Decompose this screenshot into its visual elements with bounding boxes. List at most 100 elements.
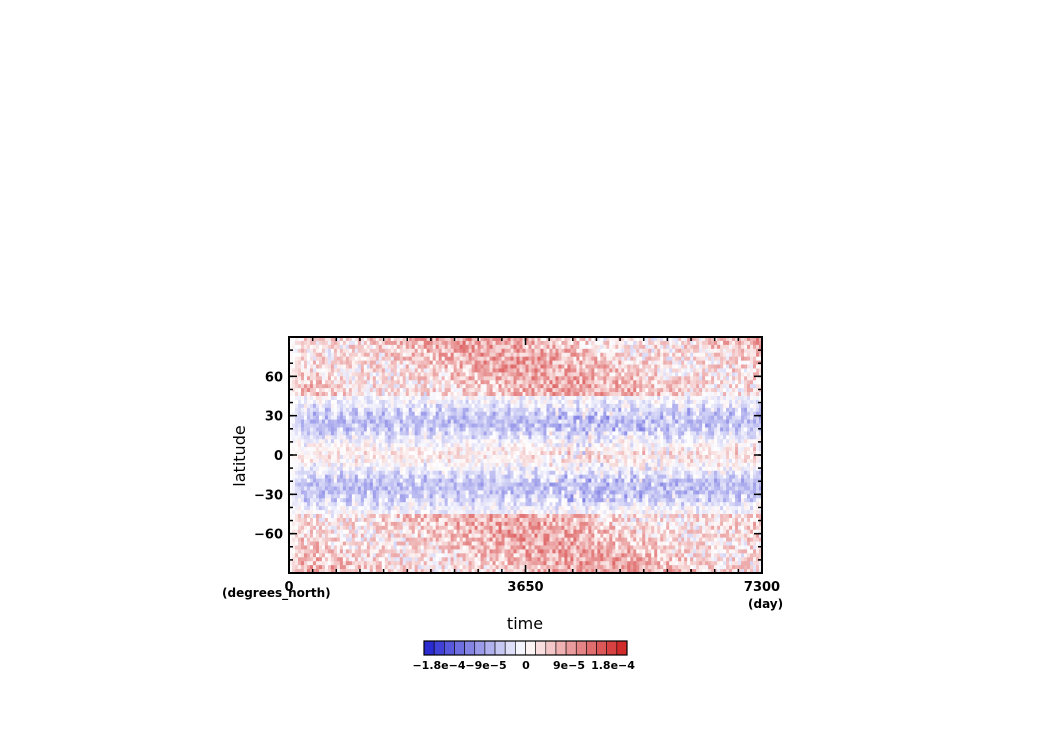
- heatmap-cell: [315, 462, 320, 468]
- heatmap-cell: [450, 514, 455, 519]
- heatmap-cell: [534, 455, 538, 460]
- heatmap-cell: [378, 482, 383, 487]
- heatmap-cell: [384, 502, 389, 507]
- heatmap-cell: [327, 486, 332, 491]
- heatmap-cell: [333, 372, 338, 377]
- heatmap-cell: [444, 368, 449, 373]
- heatmap-cell: [393, 494, 398, 499]
- heatmap-cell: [372, 537, 377, 542]
- heatmap-cell: [390, 337, 395, 342]
- heatmap-cell: [474, 478, 478, 483]
- heatmap-cell: [399, 474, 404, 479]
- heatmap-cell: [459, 356, 464, 361]
- heatmap-cell: [441, 529, 446, 535]
- heatmap-cell: [321, 525, 326, 531]
- heatmap-cell: [528, 337, 532, 342]
- heatmap-cell: [390, 396, 395, 401]
- heatmap-cell: [381, 498, 386, 503]
- heatmap-cell: [330, 407, 335, 413]
- heatmap-cell: [420, 553, 425, 558]
- heatmap-cell: [426, 537, 431, 542]
- heatmap-cell: [492, 514, 496, 519]
- heatmap-cell: [531, 466, 535, 472]
- heatmap-cell: [471, 466, 475, 472]
- heatmap-cell: [483, 478, 487, 483]
- heatmap-cell: [384, 541, 389, 546]
- heatmap-cell: [384, 407, 389, 413]
- heatmap-cell: [294, 529, 299, 535]
- heatmap-cell: [333, 435, 338, 440]
- heatmap-cell: [300, 431, 305, 436]
- heatmap-cell: [447, 521, 452, 527]
- heatmap-cell: [489, 466, 493, 472]
- heatmap-cell: [417, 510, 422, 515]
- heatmap-cell: [357, 399, 362, 405]
- heatmap-cell: [495, 447, 499, 452]
- heatmap-cell: [315, 478, 320, 483]
- heatmap-cell: [522, 498, 526, 503]
- heatmap-cell: [369, 443, 374, 448]
- heatmap-cell: [426, 525, 431, 531]
- heatmap-cell: [507, 435, 511, 440]
- heatmap-cell: [528, 541, 532, 546]
- heatmap-cell: [420, 498, 425, 503]
- heatmap-cell: [480, 392, 484, 397]
- heatmap-cell: [453, 498, 458, 503]
- heatmap-cell: [504, 502, 508, 507]
- heatmap-cell: [291, 427, 296, 432]
- heatmap-cell: [444, 482, 449, 487]
- heatmap-cell: [289, 384, 293, 389]
- heatmap-cell: [459, 388, 464, 393]
- heatmap-cell: [504, 569, 508, 574]
- heatmap-cell: [294, 474, 299, 479]
- heatmap-cell: [495, 407, 499, 413]
- heatmap-cell: [531, 376, 535, 381]
- heatmap-cell: [465, 565, 470, 570]
- heatmap-cell: [465, 380, 470, 385]
- heatmap-cell: [522, 352, 526, 358]
- heatmap-cell: [375, 474, 380, 479]
- heatmap-cell: [333, 419, 338, 424]
- heatmap-cell: [474, 348, 478, 354]
- heatmap-cell: [444, 541, 449, 546]
- heatmap-cell: [498, 569, 502, 574]
- heatmap-cell: [417, 403, 422, 409]
- heatmap-cell: [369, 356, 374, 361]
- heatmap-cell: [534, 451, 538, 456]
- heatmap-cell: [339, 514, 344, 519]
- heatmap-cell: [291, 514, 296, 519]
- heatmap-cell: [333, 486, 338, 491]
- heatmap-cell: [297, 529, 302, 535]
- heatmap-cell: [351, 557, 356, 562]
- heatmap-cell: [489, 340, 493, 346]
- heatmap-cell: [357, 411, 362, 417]
- heatmap-cell: [369, 415, 374, 420]
- heatmap-cell: [537, 384, 541, 389]
- heatmap-cell: [441, 423, 446, 428]
- heatmap-cell: [528, 557, 532, 562]
- heatmap-cell: [516, 494, 520, 499]
- heatmap-cell: [447, 557, 452, 562]
- heatmap-cell: [294, 521, 299, 527]
- heatmap-cell: [345, 337, 350, 342]
- heatmap-cell: [354, 435, 359, 440]
- heatmap-cell: [399, 376, 404, 381]
- heatmap-cell: [291, 360, 296, 365]
- heatmap-cell: [384, 376, 389, 381]
- heatmap-cell: [411, 537, 416, 542]
- heatmap-cell: [456, 419, 461, 424]
- heatmap-cell: [489, 533, 493, 538]
- heatmap-cell: [450, 360, 455, 365]
- heatmap-cell: [417, 376, 422, 381]
- heatmap-cell: [396, 545, 401, 550]
- heatmap-cell: [444, 388, 449, 393]
- heatmap-cell: [459, 553, 464, 558]
- heatmap-cell: [375, 337, 380, 342]
- heatmap-cell: [507, 388, 511, 393]
- heatmap-cell: [399, 510, 404, 515]
- heatmap-cell: [345, 494, 350, 499]
- heatmap-cell: [339, 419, 344, 424]
- heatmap-cell: [447, 360, 452, 365]
- heatmap-cell: [486, 478, 490, 483]
- heatmap-cell: [375, 399, 380, 405]
